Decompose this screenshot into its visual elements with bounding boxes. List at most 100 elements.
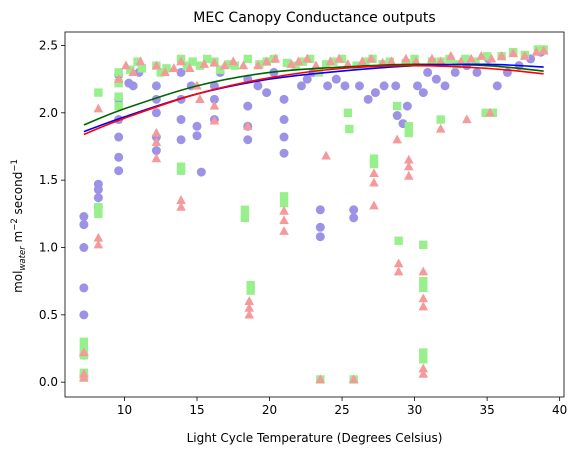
triangle-point <box>393 258 404 268</box>
triangle-point <box>315 374 326 384</box>
triangle-point <box>531 47 542 56</box>
triangle-point <box>228 56 239 66</box>
circle-point <box>302 74 312 84</box>
fit-red-line <box>83 64 544 136</box>
circle-point <box>472 67 482 77</box>
triangle-point <box>403 170 414 180</box>
triangle-point <box>476 51 487 60</box>
square-point <box>230 61 239 70</box>
triangle-point <box>435 123 446 133</box>
triangle-point <box>279 226 289 235</box>
square-point <box>461 54 470 64</box>
triangle-point <box>456 56 466 66</box>
square-point <box>419 240 428 250</box>
square-point <box>404 122 413 131</box>
triangle-point <box>270 53 281 63</box>
x-tick-label: 30 <box>407 403 422 417</box>
triangle-point <box>176 56 186 66</box>
triangle-point <box>369 200 379 210</box>
triangle-point <box>418 266 429 276</box>
square-point <box>195 61 205 70</box>
square-point <box>94 202 103 212</box>
triangle-point <box>486 53 497 63</box>
square-point <box>482 52 492 61</box>
circle-point <box>423 67 433 77</box>
triangle-point <box>176 201 186 211</box>
square-point <box>133 57 142 66</box>
y-label-exp1: −2 <box>10 218 20 231</box>
square-point <box>114 101 123 111</box>
circle-point <box>279 132 289 142</box>
circle-point <box>402 101 412 111</box>
square-point <box>419 348 428 357</box>
triangle-point <box>184 63 195 72</box>
x-tick-label: 10 <box>117 403 132 417</box>
triangle-point <box>293 56 304 66</box>
triangle-point <box>121 60 131 70</box>
circle-point <box>331 74 341 84</box>
circle-point <box>349 213 359 223</box>
triangle-point <box>520 51 530 60</box>
square-point <box>345 124 354 134</box>
triangle-point <box>176 195 186 204</box>
triangle-point <box>244 296 255 305</box>
square-point <box>182 61 192 70</box>
square-point <box>361 57 370 66</box>
triangle-point <box>435 56 446 66</box>
circle-point <box>354 81 364 91</box>
triangle-point <box>79 347 89 357</box>
triangle-point <box>446 51 456 60</box>
square-point <box>419 283 428 293</box>
triangle-point <box>496 51 507 60</box>
triangle-point <box>199 59 210 68</box>
triangle-point <box>195 94 205 103</box>
circle-point <box>243 101 253 111</box>
square-point <box>436 115 445 124</box>
triangle-point <box>508 48 519 58</box>
triangle-point <box>418 293 429 303</box>
triangle-point <box>279 215 289 225</box>
square-point <box>156 68 165 77</box>
circle-point <box>431 74 441 84</box>
y-tick-label: 2.5 <box>39 38 58 52</box>
triangle-point <box>209 57 220 67</box>
y-tick-label: 0.5 <box>39 308 58 322</box>
circle-point <box>392 111 402 121</box>
circle-point <box>349 205 359 215</box>
triangle-point <box>538 45 549 55</box>
y-label-suffix: second <box>11 172 25 219</box>
square-point <box>298 57 308 66</box>
square-point <box>321 60 331 69</box>
triangle-point <box>93 232 104 242</box>
square-point <box>291 61 300 70</box>
y-axis: 0.0 0.5 1.0 1.5 2.0 2.5 <box>39 38 65 389</box>
x-tick-label: 20 <box>262 403 277 417</box>
square-point <box>488 108 498 118</box>
circle-point <box>279 94 289 104</box>
square-point <box>343 108 353 118</box>
y-tick-label: 1.5 <box>39 173 58 187</box>
square-point <box>410 54 419 64</box>
triangle-point <box>151 60 162 70</box>
circle-point <box>391 81 401 91</box>
circle-point <box>79 220 89 230</box>
triangle-point <box>466 53 476 63</box>
triangle-point <box>369 177 379 187</box>
circle-point <box>253 81 263 91</box>
square-point <box>471 57 480 66</box>
triangle-point <box>238 60 249 70</box>
triangle-point <box>462 114 472 124</box>
circle-point <box>296 81 306 91</box>
circle-point <box>79 212 89 222</box>
triangle-point <box>386 56 397 66</box>
triangle-point <box>279 205 289 215</box>
y-tick-label: 2.0 <box>39 106 58 120</box>
circle-point <box>379 81 389 91</box>
triangle-point <box>392 134 402 144</box>
square-point <box>282 58 292 68</box>
square-point <box>394 236 403 245</box>
triangle-point <box>128 67 138 77</box>
square-point <box>240 213 250 223</box>
circle-point <box>79 283 89 293</box>
